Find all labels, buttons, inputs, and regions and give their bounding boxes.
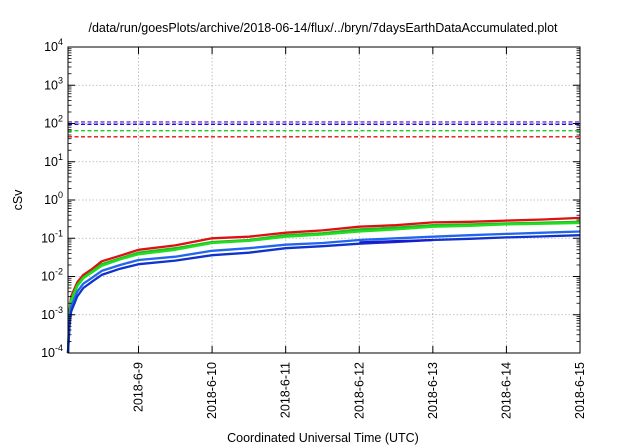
y-tick-label: 103 — [44, 75, 63, 92]
y-tick-label: 10-2 — [41, 267, 63, 284]
x-axis-label: Coordinated Universal Time (UTC) — [227, 431, 419, 445]
x-tick-label: 2018-6-11 — [279, 362, 293, 418]
threshold-lines — [68, 121, 580, 138]
x-tick-label: 2018-6-15 — [573, 362, 587, 419]
series-line — [66, 234, 581, 354]
y-tick-label: 102 — [44, 114, 63, 131]
x-tick-label: 2018-6-13 — [426, 362, 440, 419]
y-axis-label: cSv — [11, 189, 25, 211]
grid — [68, 47, 580, 353]
x-tick-label: 2018-6-12 — [352, 362, 366, 419]
y-tick-label: 104 — [44, 37, 63, 54]
series-line — [66, 230, 581, 354]
series-line — [359, 238, 433, 244]
y-tick-label: 100 — [44, 190, 63, 207]
series-line — [66, 216, 581, 354]
y-axis-ticks: 10-4 10-3 10-2 10-1 100 101 102 103 104 — [41, 37, 580, 360]
x-tick-label: 2018-6-9 — [132, 362, 146, 412]
x-tick-label: 2018-6-10 — [205, 362, 219, 419]
x-tick-label: 2018-6-14 — [499, 362, 513, 419]
y-tick-label: 10-3 — [41, 305, 63, 322]
x-axis-ticks: 2018-6-9 2018-6-10 2018-6-11 2018-6-12 2018-… — [132, 47, 587, 419]
y-tick-label: 10-4 — [41, 343, 63, 360]
chart-title: /data/run/goesPlots/archive/2018-06-14/f… — [88, 21, 558, 35]
y-tick-label: 101 — [44, 152, 63, 169]
data-series — [66, 216, 581, 354]
y-tick-label: 10-1 — [41, 228, 63, 245]
series-line — [66, 221, 581, 354]
